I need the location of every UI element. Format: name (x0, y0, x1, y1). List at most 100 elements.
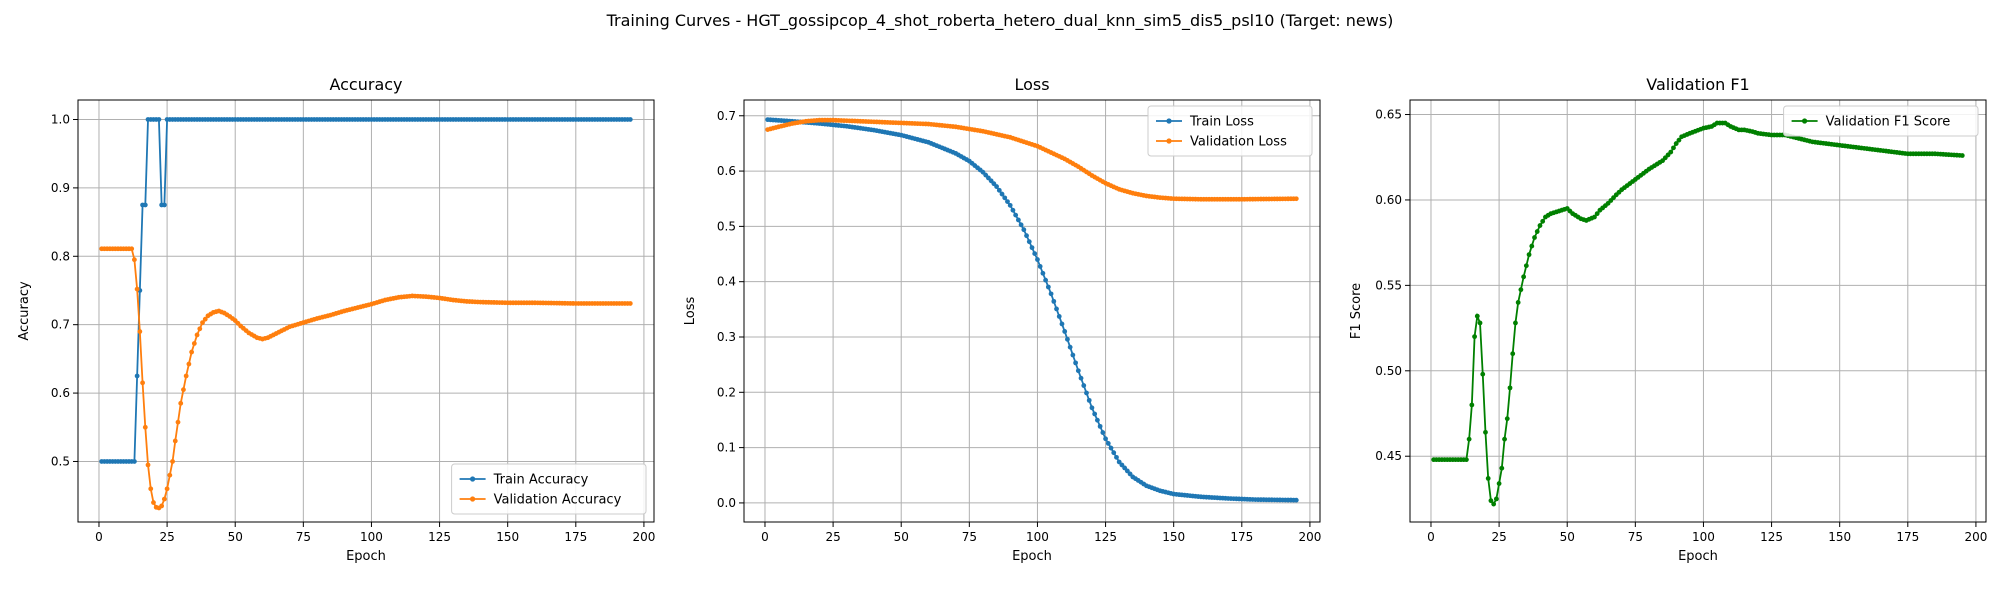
y-tick-label: 0.0 (717, 496, 736, 510)
data-point (1466, 436, 1472, 442)
data-point (1048, 291, 1054, 297)
data-point (1097, 423, 1103, 429)
chart-3: 0 25 50 75 100 125 150 175 200 0.45 0.50 0.55 0.60 0.… (1349, 75, 1987, 564)
data-point (1485, 476, 1491, 481)
data-point (178, 400, 184, 406)
data-point (1668, 149, 1674, 155)
data-point (1081, 383, 1087, 388)
data-point (1105, 441, 1111, 446)
data-point (1045, 284, 1051, 290)
x-tick-label: 125 (1094, 530, 1117, 544)
data-point (627, 117, 633, 122)
chart-title: Loss (1014, 75, 1049, 94)
x-tick-label: 150 (1828, 530, 1851, 544)
data-point (1070, 352, 1076, 358)
series-line (767, 118, 1297, 502)
data-point (175, 419, 181, 425)
data-point (1540, 218, 1546, 224)
y-tick-label: 0.45 (1375, 449, 1402, 463)
data-point (1065, 336, 1070, 342)
data-point (1534, 229, 1540, 234)
x-tick-label: 125 (428, 530, 451, 544)
data-point (1594, 211, 1600, 217)
chart-1: 0 25 50 75 100 125 150 175 200 0.5 0.6 0.7 0.8 0.9 1.0… (17, 75, 655, 564)
data-point (1073, 360, 1078, 366)
figure-title: Training Curves - HGT_gossipcop_4_shot_r… (606, 11, 1394, 31)
y-tick-label: 0.6 (717, 164, 736, 178)
legend-item: Validation Accuracy (459, 493, 622, 508)
series-markers (99, 117, 633, 464)
data-point (1515, 300, 1521, 305)
data-point (1510, 351, 1516, 357)
y-axis-label: F1 Score (1349, 283, 1364, 339)
x-tick-label: 175 (1896, 530, 1919, 544)
data-point (1005, 199, 1010, 205)
data-point (1111, 450, 1117, 456)
series-markers (1431, 120, 1965, 507)
series-1 (1431, 120, 1965, 507)
legend-marker (1802, 118, 1808, 124)
data-point (1007, 202, 1013, 208)
x-tick-label: 200 (632, 530, 655, 544)
y-tick-label: 0.8 (51, 249, 70, 263)
data-point (1526, 252, 1532, 258)
data-point (142, 202, 148, 208)
data-point (1084, 390, 1089, 396)
series-2 (99, 246, 633, 511)
data-point (1474, 313, 1480, 319)
data-point (999, 191, 1005, 197)
legend-marker (470, 496, 476, 502)
legend-marker (470, 476, 476, 482)
legend: Train Loss Validation Loss (1147, 105, 1313, 157)
y-tick-label: 0.6 (51, 386, 70, 400)
series-markers (765, 117, 1299, 202)
legend-box (1147, 105, 1313, 157)
x-tick-label: 175 (564, 530, 587, 544)
y-tick-label: 0.7 (717, 109, 736, 123)
data-point (1092, 411, 1098, 417)
y-tick-label: 0.5 (51, 454, 70, 468)
data-point (1488, 498, 1494, 504)
data-point (1114, 454, 1119, 460)
legend-box (451, 463, 647, 515)
data-point (627, 301, 633, 306)
data-point (132, 257, 137, 263)
data-point (1021, 227, 1027, 233)
data-point (181, 387, 186, 393)
data-point (148, 486, 154, 492)
data-point (1029, 245, 1035, 251)
x-tick-label: 75 (962, 530, 977, 544)
x-tick-label: 75 (1628, 530, 1643, 544)
legend-label: Validation F1 Score (1826, 115, 1951, 130)
x-tick-label: 50 (894, 530, 909, 544)
x-tick-label: 0 (761, 530, 769, 544)
axes-frame (743, 99, 1321, 523)
data-point (1537, 223, 1543, 228)
x-axis-label: Epoch (1678, 549, 1718, 564)
data-point (1089, 405, 1095, 411)
data-point (186, 361, 192, 367)
x-tick-label: 100 (360, 530, 383, 544)
series-1 (765, 117, 1299, 503)
x-tick-label: 200 (1298, 530, 1321, 544)
data-point (994, 184, 999, 189)
data-point (142, 424, 148, 430)
data-point (1293, 497, 1299, 503)
data-point (164, 486, 170, 492)
data-point (1673, 141, 1679, 146)
data-point (1504, 416, 1510, 422)
data-point (1293, 196, 1299, 202)
data-point (1054, 306, 1059, 312)
legend-item: Train Loss (1156, 115, 1254, 130)
data-point (159, 503, 165, 509)
data-point (170, 459, 175, 464)
x-tick-label: 0 (1427, 530, 1435, 544)
data-point (1018, 222, 1024, 228)
data-point (996, 187, 1002, 193)
data-point (172, 438, 178, 444)
y-tick-label: 0.9 (51, 181, 70, 195)
legend-label: Train Loss (1189, 115, 1254, 130)
data-point (1059, 321, 1065, 327)
data-point (140, 380, 145, 386)
data-point (134, 373, 140, 379)
